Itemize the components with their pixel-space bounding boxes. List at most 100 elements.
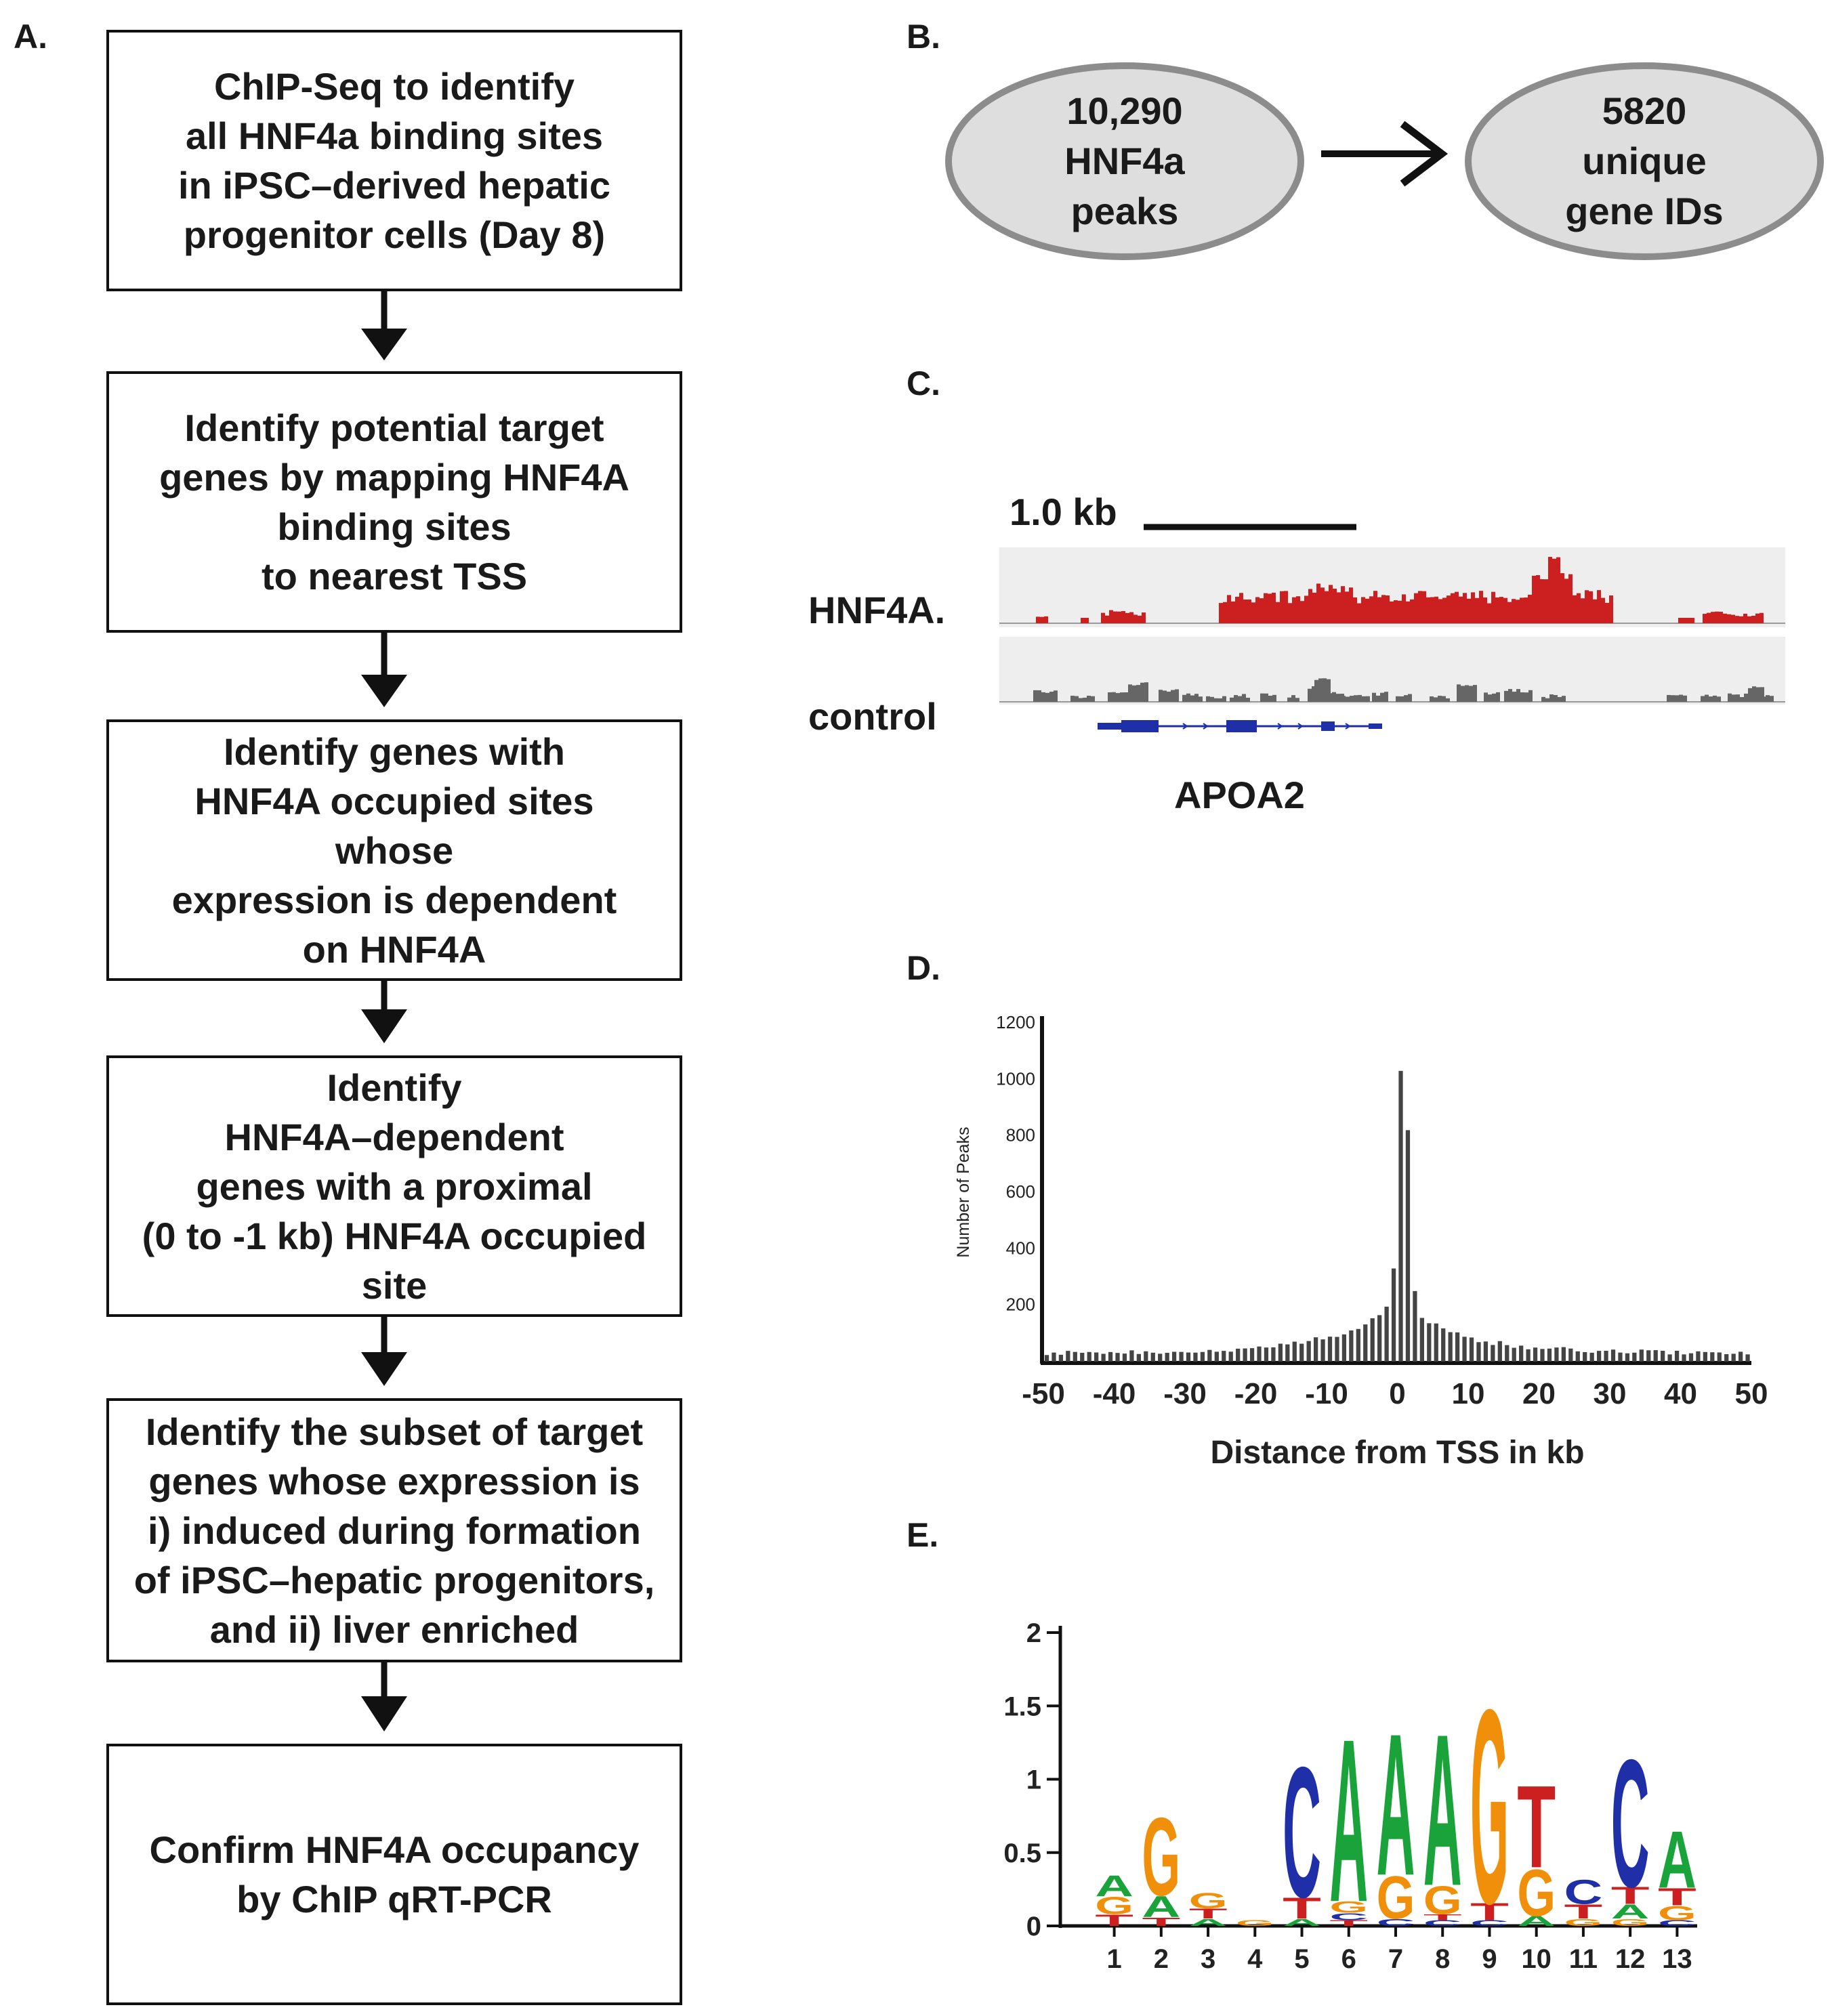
control-signal-bar xyxy=(1372,692,1376,702)
control-signal-bar xyxy=(1049,692,1054,702)
gene-exon xyxy=(1121,720,1159,732)
control-signal-bar xyxy=(1438,696,1442,702)
control-signal-bar xyxy=(1323,678,1327,702)
x-tick-label: -30 xyxy=(1163,1377,1207,1410)
flow-step-4: Identify HNF4A–dependent genes with a pr… xyxy=(106,1055,682,1317)
control-signal-bar xyxy=(1295,698,1299,702)
logo-x-tick-label: 3 xyxy=(1201,1944,1215,1974)
logo-x-tick-label: 4 xyxy=(1247,1944,1263,1974)
histogram-bar xyxy=(1688,1353,1694,1362)
logo-letter-g: G xyxy=(1564,1916,1603,1928)
control-signal-bar xyxy=(1268,695,1272,702)
control-signal-bar xyxy=(1175,689,1179,702)
hnf4a-signal-bar xyxy=(1390,601,1394,623)
control-signal-bar xyxy=(1541,696,1545,702)
motif-sequence-logo: 00.511.521TGA2TAG3ATG4G5ATC6TCGA7CGA8CTG… xyxy=(1003,1618,1697,1974)
hnf4a-signal-bar xyxy=(1292,597,1296,623)
histogram-bar xyxy=(1554,1347,1559,1362)
histogram-bar xyxy=(1200,1351,1205,1362)
hnf4a-signal-bar xyxy=(1284,591,1288,623)
control-signal-bar xyxy=(1242,694,1246,702)
control-signal-bar xyxy=(1504,690,1508,702)
logo-letter: C xyxy=(1377,1916,1415,1928)
logo-letter: C xyxy=(1423,1918,1462,1927)
histogram-bar xyxy=(1122,1353,1127,1362)
histogram-bar xyxy=(1249,1348,1255,1362)
histogram-bar xyxy=(1596,1351,1602,1362)
logo-letter-a: A xyxy=(1283,1916,1321,1928)
hnf4a-signal-bar xyxy=(1536,574,1540,623)
histogram-bar xyxy=(1561,1347,1566,1362)
control-signal-bar xyxy=(1545,698,1549,702)
hnf4a-signal-bar xyxy=(1499,597,1503,623)
hnf4a-signal-bar xyxy=(1719,612,1723,623)
y-tick-label: 1200 xyxy=(996,1012,1035,1032)
control-signal-bar xyxy=(1328,693,1332,702)
hnf4a-signal-bar xyxy=(1760,612,1764,623)
histogram-bar xyxy=(1703,1351,1708,1362)
histogram-bar xyxy=(1186,1352,1191,1362)
logo-letter: G xyxy=(1517,1855,1556,1930)
hnf4a-signal-bar xyxy=(1548,557,1552,623)
control-signal-bar xyxy=(1308,688,1312,702)
logo-letter-a: A xyxy=(1658,1815,1696,1905)
control-signal-bar xyxy=(1396,696,1400,702)
logo-letter: G xyxy=(1611,1916,1650,1928)
control-signal-bar xyxy=(1264,693,1268,702)
hnf4a-signal-bar xyxy=(1398,600,1402,623)
logo-letter-t: T xyxy=(1142,1915,1180,1929)
hnf4a-signal-bar xyxy=(1373,591,1377,623)
logo-letter-g: G xyxy=(1611,1916,1650,1928)
histogram-bar xyxy=(1320,1339,1325,1362)
flow-step-1: ChIP-Seq to identify all HNF4a binding s… xyxy=(106,30,682,291)
histogram-bar xyxy=(1667,1354,1672,1362)
hnf4a-signal-bar xyxy=(1337,592,1341,623)
logo-letter: A xyxy=(1517,1913,1556,1929)
control-signal-bar xyxy=(1222,696,1226,702)
hnf4a-signal-bar xyxy=(1377,597,1381,623)
hnf4a-signal-bar xyxy=(1438,599,1442,623)
flowchart-arrows xyxy=(361,291,407,1731)
hnf4a-signal-bar xyxy=(1223,602,1227,623)
histogram-bar xyxy=(1646,1350,1651,1362)
control-signal-bar xyxy=(1199,696,1203,702)
control-signal-bar xyxy=(1246,697,1250,702)
histogram-bar xyxy=(1583,1351,1587,1362)
hnf4a-signal-bar xyxy=(1402,594,1406,623)
histogram-bar xyxy=(1349,1330,1354,1362)
control-signal-bar xyxy=(1206,696,1210,702)
hnf4a-signal-bar xyxy=(1138,615,1142,623)
histogram-bar xyxy=(1745,1354,1750,1362)
control-signal-bar xyxy=(1752,686,1756,702)
logo-letter: G xyxy=(1470,1652,1509,1961)
hnf4a-signal-bar xyxy=(1573,595,1577,623)
hnf4a-signal-bar xyxy=(1556,557,1560,623)
histogram-bar xyxy=(1696,1351,1701,1362)
hnf4a-signal-bar xyxy=(1483,597,1487,623)
control-signal-bar xyxy=(1341,696,1346,702)
x-axis-title: Distance from TSS in kb xyxy=(1210,1435,1584,1470)
logo-letter-a: A xyxy=(1377,1692,1415,1918)
hnf4a-signal-bar xyxy=(1247,599,1251,623)
hnf4a-signal-bar xyxy=(1451,593,1455,623)
control-signal-bar xyxy=(1404,695,1408,702)
logo-letter: G xyxy=(1564,1916,1603,1928)
hnf4a-signal-bar xyxy=(1459,596,1463,623)
y-tick-label: 600 xyxy=(1006,1181,1035,1202)
logo-letter: G xyxy=(1658,1902,1696,1925)
histogram-bar xyxy=(1136,1353,1142,1362)
logo-letter-g: G xyxy=(1470,1652,1509,1961)
control-signal-bar xyxy=(1144,682,1148,702)
control-signal-bar xyxy=(1087,695,1091,702)
control-signal-bar xyxy=(1218,698,1222,702)
control-signal-bar xyxy=(1756,687,1760,702)
hnf4a-signal-bar xyxy=(1487,603,1491,623)
x-tick-label: 40 xyxy=(1664,1377,1697,1410)
hnf4a-signal-bar xyxy=(1239,593,1243,623)
control-signal-bar xyxy=(1260,693,1264,702)
histogram-bar xyxy=(1483,1341,1488,1362)
logo-x-tick-label: 9 xyxy=(1482,1944,1497,1974)
hnf4a-signal-bar xyxy=(1581,598,1585,623)
hnf4a-signal-bar xyxy=(1609,595,1613,623)
control-signal-bar xyxy=(1159,690,1163,702)
